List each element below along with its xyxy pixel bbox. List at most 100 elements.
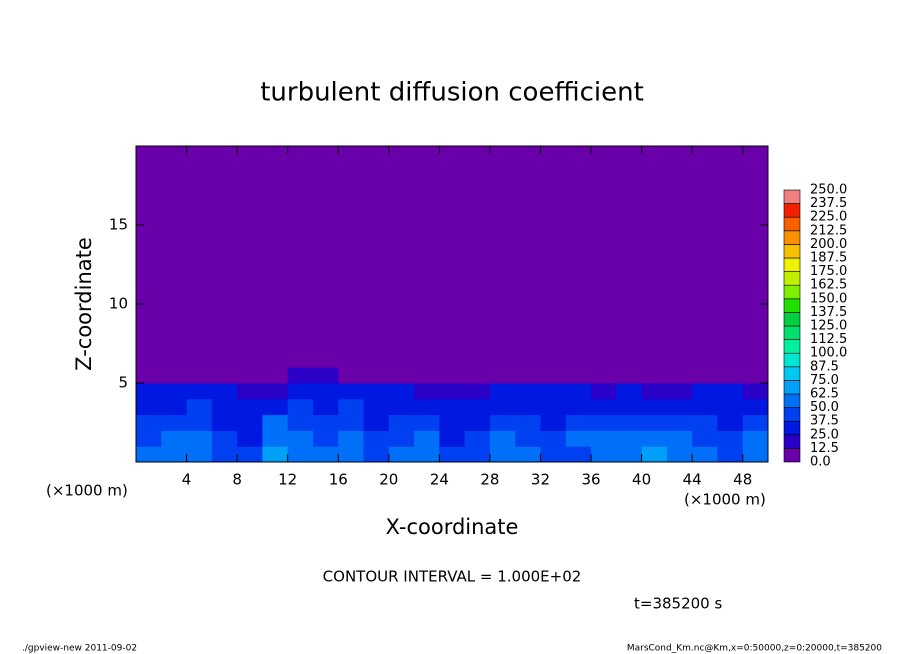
cell xyxy=(414,367,440,384)
colorbar-band xyxy=(783,189,801,204)
cell xyxy=(363,335,390,368)
cell xyxy=(540,335,567,368)
colorbar-band xyxy=(783,434,801,449)
cell xyxy=(161,225,188,305)
cell xyxy=(388,446,415,463)
cell xyxy=(287,430,314,447)
cell xyxy=(161,367,188,384)
cell xyxy=(338,367,365,384)
cell xyxy=(742,304,769,337)
cell xyxy=(692,383,718,400)
colorbar-label: 212.5 xyxy=(810,223,847,238)
colorbar-label: 125.0 xyxy=(810,319,847,334)
cell xyxy=(161,446,188,463)
colorbar-band xyxy=(783,312,801,327)
cell xyxy=(641,225,668,305)
colorbar-label: 225.0 xyxy=(810,210,847,225)
cell xyxy=(515,398,541,416)
cell xyxy=(287,225,314,305)
cell xyxy=(717,335,744,368)
cell xyxy=(565,146,592,226)
cell xyxy=(489,430,516,447)
cell xyxy=(186,446,213,463)
cell xyxy=(363,383,390,400)
colorbar-label: 87.5 xyxy=(810,359,839,374)
colorbar-band xyxy=(783,380,801,395)
cell xyxy=(338,225,365,305)
footer-left: ./gpview-new 2011-09-02 xyxy=(22,644,137,654)
cell xyxy=(338,414,365,431)
cell xyxy=(717,367,744,384)
cell xyxy=(641,398,668,416)
cell xyxy=(515,383,541,400)
cell xyxy=(136,225,162,305)
cell xyxy=(211,367,238,384)
cell xyxy=(262,414,289,431)
colorbar-band xyxy=(783,257,801,272)
y-tick-label: 5 xyxy=(118,374,128,392)
cell xyxy=(388,367,415,384)
cell xyxy=(591,446,617,463)
cell xyxy=(515,414,541,431)
cell xyxy=(414,446,440,463)
cell xyxy=(464,446,491,463)
x-tick-label: 48 xyxy=(733,471,752,489)
cell xyxy=(565,446,592,463)
cell xyxy=(161,414,188,431)
colorbar-label: 112.5 xyxy=(810,332,847,347)
cell xyxy=(666,304,693,337)
cell xyxy=(262,335,289,368)
cell xyxy=(211,446,238,463)
cell xyxy=(439,383,466,400)
cell xyxy=(388,414,415,431)
cell xyxy=(641,367,668,384)
cell xyxy=(414,304,440,337)
cell xyxy=(312,367,339,384)
cell xyxy=(489,225,516,305)
cell xyxy=(717,430,744,447)
cell xyxy=(616,335,643,368)
cell xyxy=(742,446,769,463)
cell xyxy=(211,398,238,416)
cell xyxy=(136,446,162,463)
cell xyxy=(312,446,339,463)
colorbar-band xyxy=(783,393,801,408)
cell xyxy=(287,146,314,226)
cell xyxy=(692,398,718,416)
cell xyxy=(464,146,491,226)
cell xyxy=(641,146,668,226)
y-tick-label: 15 xyxy=(109,216,128,234)
cell xyxy=(136,398,162,416)
cell xyxy=(287,414,314,431)
cell xyxy=(211,383,238,400)
cell xyxy=(666,414,693,431)
cell xyxy=(489,304,516,337)
cell xyxy=(591,383,617,400)
cell xyxy=(464,304,491,337)
cell xyxy=(338,430,365,447)
cell xyxy=(363,446,390,463)
colorbar-label: 62.5 xyxy=(810,387,839,402)
cell xyxy=(287,335,314,368)
cell xyxy=(565,367,592,384)
x-tick-label: 24 xyxy=(430,471,449,489)
cell xyxy=(489,398,516,416)
cell xyxy=(312,146,339,226)
x-tick-label: 12 xyxy=(278,471,297,489)
cell xyxy=(692,446,718,463)
cell xyxy=(717,414,744,431)
colorbar-label: 100.0 xyxy=(810,346,847,361)
cell xyxy=(363,414,390,431)
cell xyxy=(363,367,390,384)
cell xyxy=(439,414,466,431)
cell xyxy=(287,367,314,384)
cell xyxy=(464,383,491,400)
cell xyxy=(666,367,693,384)
cell xyxy=(591,367,617,384)
cell xyxy=(692,430,718,447)
cell xyxy=(540,446,567,463)
cell xyxy=(211,335,238,368)
colorbar-band xyxy=(783,298,801,313)
cell xyxy=(742,225,769,305)
